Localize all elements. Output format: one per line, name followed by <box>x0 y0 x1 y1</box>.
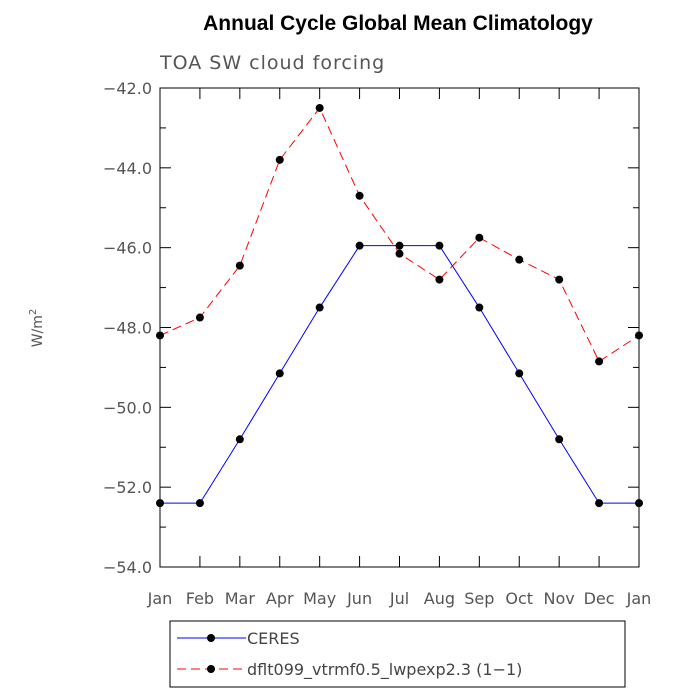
data-point <box>435 275 444 284</box>
chart-subtitle: TOA SW cloud forcing <box>159 52 385 74</box>
series-line <box>159 106 640 363</box>
y-tick-label: −42.0 <box>103 79 152 98</box>
data-point <box>475 233 484 242</box>
legend-marker <box>207 634 215 642</box>
x-tick-label: Apr <box>266 589 294 608</box>
legend-label: dflt099_vtrmf0.5_lwpexp2.3 (1−1) <box>247 660 522 680</box>
y-tick-label: −54.0 <box>103 558 152 577</box>
data-point <box>275 155 284 164</box>
x-tick-label: Nov <box>544 589 575 608</box>
y-axis-label-unit: W/m <box>30 315 46 347</box>
x-tick-label: Jul <box>389 589 409 608</box>
y-tick-label: −50.0 <box>103 398 152 417</box>
y-tick-label: −52.0 <box>103 478 152 497</box>
x-tick-label: May <box>303 589 336 608</box>
x-tick-label: Aug <box>424 589 455 608</box>
series-layer <box>156 103 643 508</box>
x-tick-label: Jun <box>346 589 372 608</box>
data-point <box>395 241 404 250</box>
series-line <box>160 245 639 504</box>
y-tick-label: −48.0 <box>103 319 152 338</box>
legend: CERES dflt099_vtrmf0.5_lwpexp2.3 (1−1) <box>169 620 626 688</box>
y-axis-label: W/m2 <box>28 309 46 348</box>
data-point <box>235 261 244 270</box>
legend-marker <box>207 665 215 673</box>
data-point <box>395 249 404 258</box>
x-tick-label: Feb <box>186 589 214 608</box>
legend-label: CERES <box>247 629 300 648</box>
x-tick-label: Mar <box>225 589 256 608</box>
data-point <box>275 369 284 378</box>
data-point <box>515 255 524 264</box>
y-tick-label: −46.0 <box>103 239 152 258</box>
x-tick-label: Oct <box>505 589 533 608</box>
x-tick-label: Dec <box>584 589 615 608</box>
data-point <box>195 313 204 322</box>
data-point <box>355 191 364 200</box>
y-tick-label: −44.0 <box>103 159 152 178</box>
data-point <box>555 435 564 444</box>
plot-frame <box>159 87 640 568</box>
data-point <box>355 241 364 250</box>
x-tick-label: Jan <box>626 589 652 608</box>
axis-ticks: Jan Feb Mar Apr May Jun Jul Aug Sep Oct Nov Dec Jan −… <box>103 79 651 608</box>
data-point <box>195 499 204 508</box>
chart-title: Annual Cycle Global Mean Climatology <box>203 12 593 35</box>
data-point <box>315 303 324 312</box>
legend-box <box>169 620 626 688</box>
data-point <box>435 241 444 250</box>
data-point <box>595 357 604 366</box>
y-axis-label-superscript: 2 <box>28 309 39 315</box>
data-point <box>315 103 324 112</box>
data-point <box>595 499 604 508</box>
data-point <box>555 275 564 284</box>
x-tick-label: Sep <box>464 589 494 608</box>
data-point <box>515 369 524 378</box>
data-point <box>235 435 244 444</box>
data-point <box>475 303 484 312</box>
x-tick-label: Jan <box>147 589 173 608</box>
